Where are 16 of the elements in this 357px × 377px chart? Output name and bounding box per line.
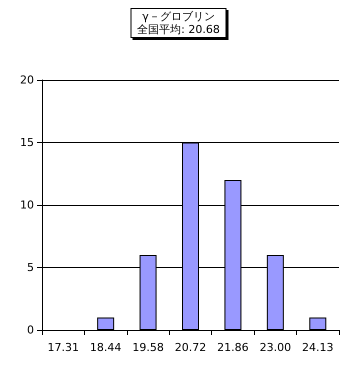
x-tick-label: 17.31	[47, 341, 79, 354]
y-tick-label: 5	[27, 261, 34, 274]
y-tick-label: 0	[27, 324, 34, 336]
y-tick-label: 15	[20, 136, 34, 149]
x-tick-label: 20.72	[174, 341, 206, 354]
bar	[97, 318, 114, 330]
chart-subtitle: 全国平均: 20.68	[137, 23, 220, 36]
x-tick-label: 19.58	[132, 341, 164, 354]
x-tick-label: 24.13	[302, 341, 334, 354]
y-tick-label: 10	[20, 198, 34, 212]
chart-title: γ－グロブリン	[142, 10, 215, 23]
x-tick-label: 21.86	[217, 341, 249, 354]
y-tick-label: 20	[20, 74, 34, 86]
bar	[309, 318, 326, 330]
x-tick-label: 18.44	[90, 341, 122, 354]
x-tick-label: 23.00	[260, 341, 292, 354]
